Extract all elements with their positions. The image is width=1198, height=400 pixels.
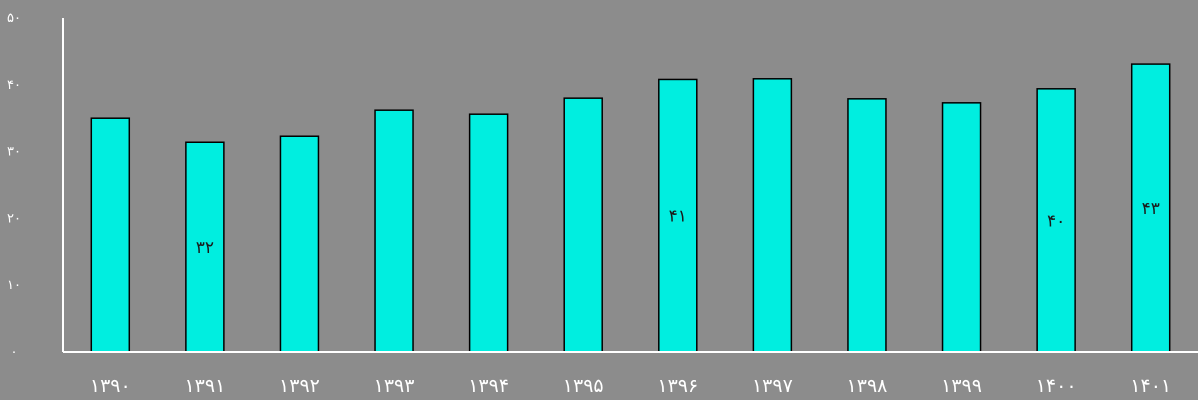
bar-value-label: ۴۱ bbox=[669, 207, 687, 227]
x-axis-ticks: ۱۳۹۰ ۱۳۹۱ ۱۳۹۲ ۱۳۹۳ ۱۳۹۴ ۱۳۹۵ ۱۳۹۶ ۱۳۹۷ ۱۳۹۸ ۱۳۹۹… bbox=[90, 375, 1171, 397]
x-tick-label: ۱۴۰۰ bbox=[1036, 375, 1077, 397]
x-tick-label: ۱۳۹۵ bbox=[563, 375, 604, 397]
bar bbox=[185, 141, 225, 353]
x-tick-label: ۱۴۰۱ bbox=[1130, 375, 1171, 397]
y-tick-label: ۴۰ bbox=[7, 78, 21, 93]
x-tick-label: ۱۳۹۹ bbox=[941, 375, 982, 397]
x-tick-label: ۱۳۹۷ bbox=[752, 375, 793, 397]
bar bbox=[468, 113, 509, 353]
x-tick-label: ۱۳۹۳ bbox=[374, 375, 415, 397]
y-tick-label: ۲۰ bbox=[7, 211, 21, 226]
x-tick-label: ۱۳۹۶ bbox=[657, 375, 698, 397]
bar bbox=[1130, 63, 1171, 353]
bar bbox=[90, 117, 131, 353]
y-tick-label: ۵۰ bbox=[7, 11, 21, 26]
bar bbox=[847, 98, 887, 353]
bar bbox=[941, 102, 982, 353]
x-tick-label: ۱۳۹۱ bbox=[184, 375, 225, 397]
bar-value-label: ۴۰ bbox=[1047, 211, 1065, 231]
y-tick-label: ۳۰ bbox=[7, 145, 21, 160]
bar bbox=[752, 78, 793, 353]
bar-series bbox=[90, 63, 1171, 353]
y-tick-label: ۱۰ bbox=[7, 278, 21, 293]
bar bbox=[279, 135, 320, 353]
y-axis-ticks: ۰ ۱۰ ۲۰ ۳۰ ۴۰ ۵۰ bbox=[7, 11, 21, 360]
bar bbox=[658, 78, 698, 353]
bar-value-label: ۴۳ bbox=[1142, 199, 1160, 219]
x-tick-label: ۱۳۹۸ bbox=[847, 375, 888, 397]
x-tick-label: ۱۳۹۲ bbox=[279, 375, 320, 397]
data-labels: ۳۲ ۴۱ ۴۰ ۴۳ bbox=[196, 199, 1160, 258]
y-tick-label: ۰ bbox=[11, 345, 18, 360]
bar bbox=[563, 97, 603, 353]
bar bbox=[374, 109, 414, 353]
x-tick-label: ۱۳۹۰ bbox=[90, 375, 131, 397]
x-tick-label: ۱۳۹۴ bbox=[468, 375, 509, 397]
bar-value-label: ۳۲ bbox=[196, 238, 214, 258]
